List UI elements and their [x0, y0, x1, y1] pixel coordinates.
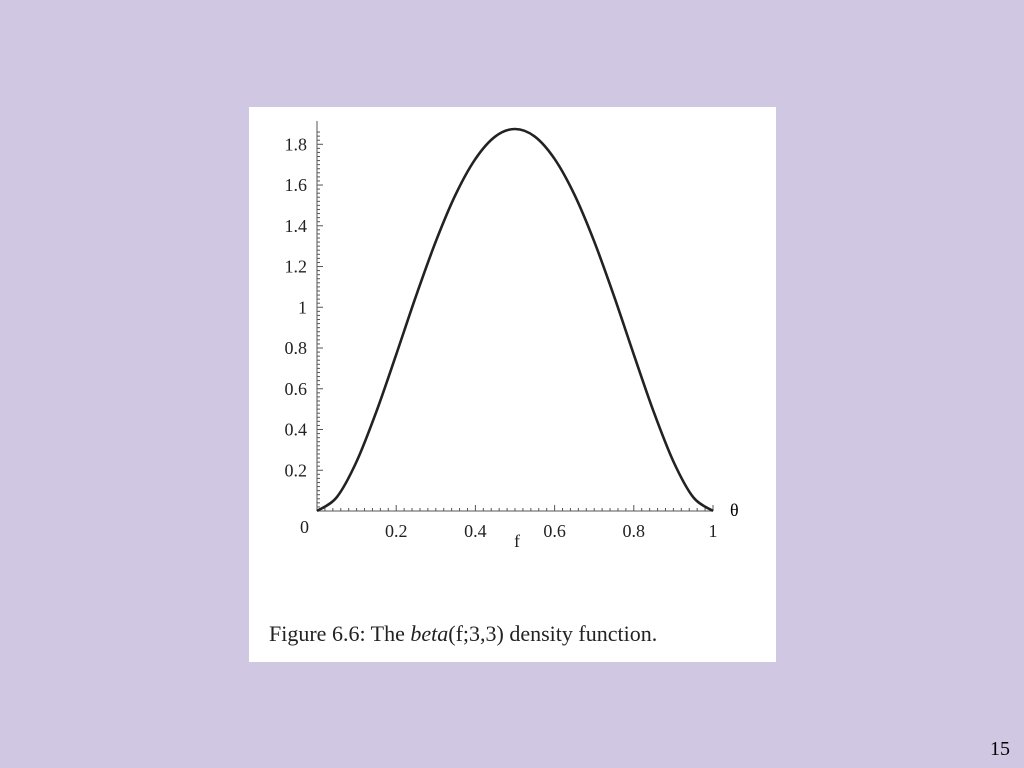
caption-suffix: density function.: [503, 621, 658, 646]
caption-args: (f;3,3): [448, 621, 504, 646]
y-tick-label: 1.4: [285, 216, 308, 236]
slide-number: 15: [990, 738, 1010, 760]
x-tick-label: 0.2: [385, 521, 408, 541]
beta-density-chart: 0.2 0.4 0.6 0.8 1 0 0.2 0.4 0.6 0.8 1 1.2 1.4 1.6 1.8 f: [285, 121, 718, 551]
figure-panel: 0.2 0.4 0.6 0.8 1 0 0.2 0.4 0.6 0.8 1 1.2 1.4 1.6 1.8 f…: [249, 107, 776, 662]
x-tick-label: 0.6: [543, 521, 566, 541]
x-tick-label: 1: [709, 521, 718, 541]
y-tick-label: 1.8: [285, 134, 308, 154]
y-tick-label: 1.2: [285, 257, 308, 277]
y-tick-label: 0.6: [285, 379, 308, 399]
x-tick-label: 0.4: [464, 521, 487, 541]
figure-caption: Figure 6.6: The beta(f;3,3) density func…: [269, 621, 657, 647]
y-tick-label: 0.8: [285, 338, 308, 358]
x-tick-label: 0.8: [623, 521, 646, 541]
theta-annotation: θ: [730, 500, 739, 520]
y-tick-label: 0: [300, 517, 309, 537]
y-tick-label: 1: [298, 297, 307, 317]
y-tick-label: 0.4: [285, 420, 308, 440]
caption-prefix: Figure 6.6: The: [269, 621, 411, 646]
y-tick-label: 1.6: [285, 175, 308, 195]
y-tick-label: 0.2: [285, 460, 308, 480]
x-axis-label: f: [514, 531, 520, 551]
density-curve: [316, 127, 714, 513]
caption-math: beta: [410, 621, 449, 646]
